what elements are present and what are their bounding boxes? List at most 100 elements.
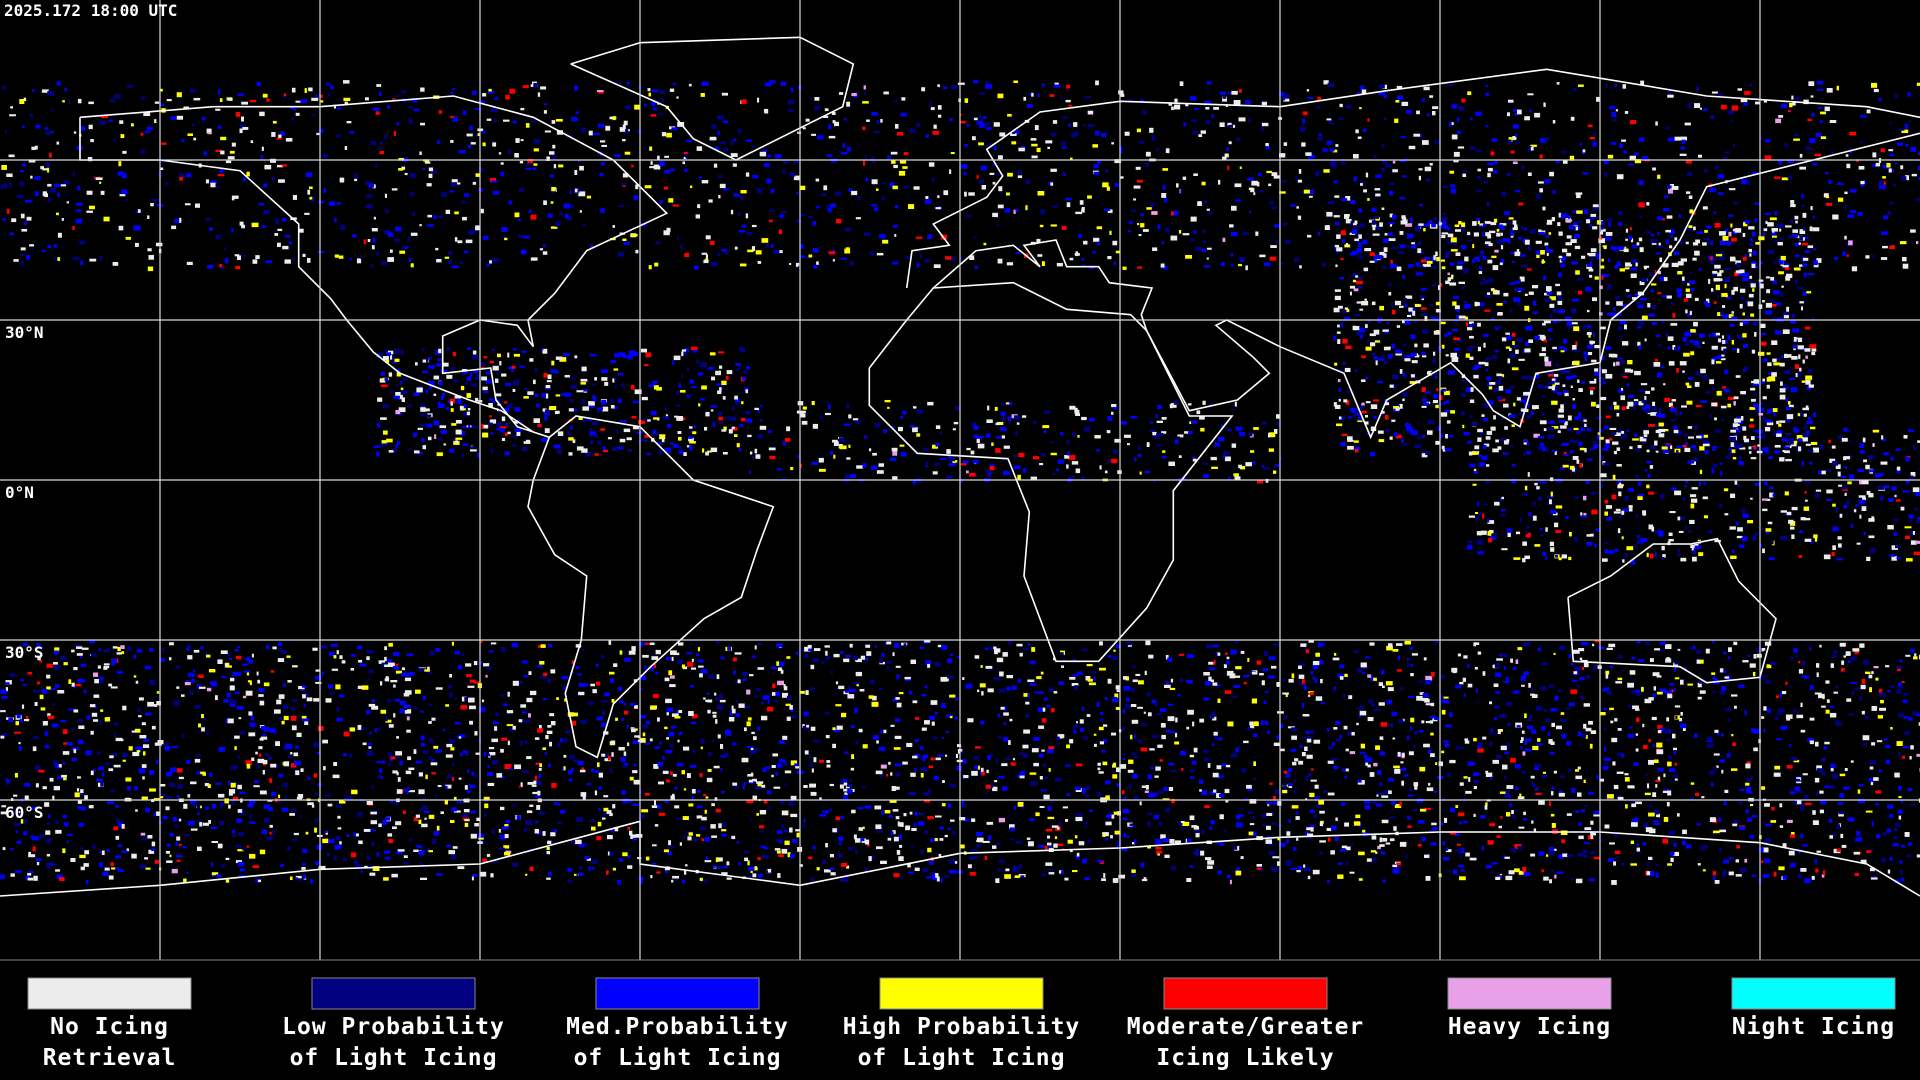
- icing-pixel: [20, 247, 26, 251]
- icing-pixel: [1666, 333, 1669, 337]
- icing-pixel: [1095, 80, 1099, 86]
- icing-pixel: [1455, 229, 1461, 232]
- icing-pixel: [780, 669, 784, 674]
- icing-pixel: [1522, 287, 1526, 291]
- icing-pixel: [863, 435, 868, 439]
- icing-pixel: [1553, 382, 1560, 385]
- icing-pixel: [1606, 647, 1613, 650]
- icing-pixel: [1903, 716, 1908, 719]
- icing-pixel: [882, 239, 889, 244]
- icing-pixel: [1733, 396, 1739, 400]
- icing-pixel: [1499, 223, 1507, 226]
- icing-pixel: [313, 773, 317, 778]
- icing-pixel: [1007, 113, 1012, 117]
- icing-pixel: [746, 366, 750, 370]
- icing-pixel: [898, 426, 903, 432]
- icing-pixel: [892, 476, 898, 481]
- icing-pixel: [1728, 188, 1736, 191]
- icing-pixel: [1830, 152, 1835, 155]
- icing-pixel: [1230, 408, 1235, 411]
- icing-pixel: [1545, 385, 1549, 389]
- icing-pixel: [1644, 698, 1652, 704]
- icing-pixel: [752, 175, 759, 179]
- icing-pixel: [1720, 278, 1723, 282]
- icing-pixel: [179, 172, 185, 178]
- icing-pixel: [421, 438, 425, 442]
- icing-pixel: [1234, 476, 1241, 480]
- icing-pixel: [976, 435, 984, 439]
- icing-pixel: [1356, 331, 1361, 336]
- icing-pixel: [24, 221, 28, 226]
- icing-pixel: [1413, 782, 1419, 787]
- icing-pixel: [1558, 212, 1562, 218]
- icing-pixel: [1137, 266, 1143, 269]
- icing-pixel: [1514, 112, 1517, 117]
- icing-pixel: [1786, 414, 1794, 420]
- icing-pixel: [459, 405, 464, 410]
- icing-pixel: [1514, 764, 1521, 769]
- icing-pixel: [1127, 230, 1132, 233]
- icing-pixel: [1404, 358, 1411, 362]
- icing-pixel: [1513, 109, 1519, 112]
- icing-pixel: [1286, 831, 1291, 836]
- icing-pixel: [1557, 300, 1563, 305]
- icing-pixel: [1124, 434, 1131, 438]
- icing-pixel: [1346, 390, 1352, 394]
- icing-pixel: [661, 132, 666, 137]
- icing-pixel: [1195, 246, 1202, 252]
- icing-pixel: [712, 714, 717, 718]
- icing-pixel: [523, 235, 530, 239]
- icing-pixel: [805, 118, 810, 122]
- icing-pixel: [377, 397, 383, 402]
- icing-pixel: [1149, 429, 1156, 433]
- icing-pixel: [1556, 426, 1561, 430]
- icing-pixel: [1571, 404, 1576, 409]
- icing-pixel: [494, 97, 499, 100]
- icing-pixel: [1426, 371, 1431, 375]
- icing-pixel: [1114, 159, 1122, 164]
- icing-pixel: [441, 392, 445, 397]
- icing-pixel: [426, 183, 432, 187]
- icing-pixel: [1217, 444, 1220, 447]
- icing-pixel: [460, 385, 465, 391]
- icing-pixel: [1546, 291, 1553, 295]
- icing-pixel: [1479, 252, 1485, 258]
- icing-pixel: [1173, 400, 1179, 405]
- icing-pixel: [951, 84, 958, 90]
- icing-pixel: [1269, 256, 1277, 261]
- icing-pixel: [1708, 333, 1711, 338]
- icing-pixel: [1173, 210, 1179, 216]
- icing-pixel: [1447, 369, 1455, 375]
- icing-pixel: [217, 89, 221, 95]
- icing-pixel: [273, 731, 277, 735]
- icing-pixel: [1310, 154, 1315, 159]
- icing-pixel: [323, 188, 327, 193]
- icing-pixel: [1548, 420, 1555, 424]
- icing-pixel: [1400, 135, 1406, 139]
- icing-pixel: [344, 146, 348, 150]
- icing-pixel: [501, 227, 508, 232]
- icing-pixel: [1517, 300, 1522, 306]
- icing-pixel: [490, 177, 496, 183]
- icing-pixel: [1142, 229, 1149, 232]
- icing-pixel: [1512, 227, 1518, 231]
- icing-pixel: [1548, 232, 1552, 235]
- icing-pixel: [1283, 98, 1290, 102]
- icing-pixel: [357, 812, 363, 817]
- icing-pixel: [1447, 233, 1454, 238]
- icing-pixel: [948, 462, 955, 467]
- icing-pixel: [489, 419, 497, 424]
- icing-pixel: [1761, 381, 1765, 384]
- icing-pixel: [1754, 202, 1760, 205]
- icing-pixel: [1375, 174, 1382, 178]
- icing-pixel: [1477, 748, 1484, 753]
- icing-pixel: [1423, 743, 1430, 748]
- icing-pixel: [1873, 88, 1879, 93]
- icing-pixel: [1199, 416, 1205, 420]
- icing-pixel: [1783, 315, 1789, 319]
- icing-pixel: [862, 101, 869, 104]
- icing-pixel: [1358, 208, 1363, 213]
- icing-pixel: [1157, 744, 1163, 748]
- icing-pixel: [1810, 426, 1816, 430]
- icing-pixel: [462, 425, 467, 429]
